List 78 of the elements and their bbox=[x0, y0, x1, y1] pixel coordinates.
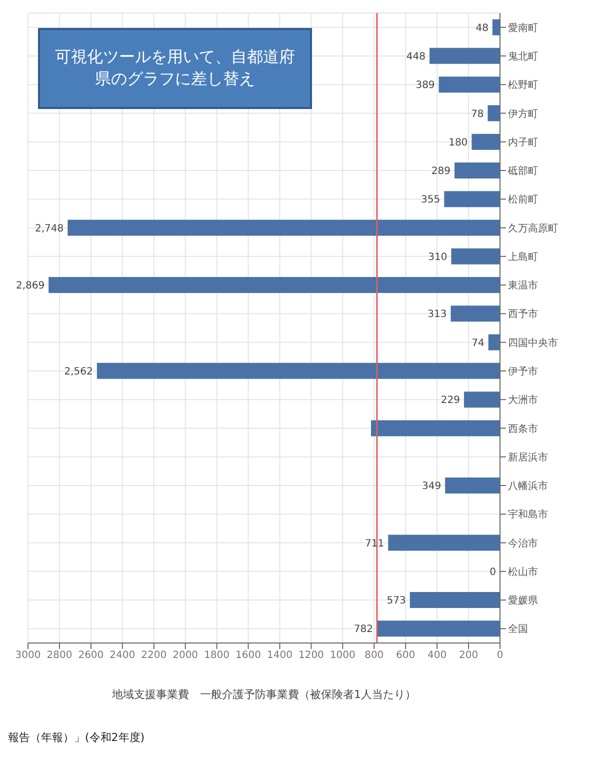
y-tick-label: 鬼北町 bbox=[508, 50, 538, 63]
x-tick-label: 1000 bbox=[330, 650, 356, 662]
bar bbox=[450, 306, 500, 322]
data-label: 2,562 bbox=[64, 366, 93, 378]
bar bbox=[388, 534, 500, 551]
y-tick-label: 西予市 bbox=[508, 308, 538, 320]
x-tick-label: 400 bbox=[428, 650, 447, 662]
bar bbox=[444, 191, 500, 208]
y-tick-label: 砥部町 bbox=[507, 165, 538, 178]
y-tick-label: 西条市 bbox=[508, 422, 538, 435]
bar bbox=[492, 19, 500, 36]
x-axis-title: 地域支援事業費 一般介護予防事業費（被保険者1人当たり） bbox=[111, 688, 416, 701]
y-tick-label: 四国中央市 bbox=[508, 336, 558, 349]
data-label: 310 bbox=[428, 252, 448, 263]
y-tick-label: 大洲市 bbox=[508, 394, 538, 406]
x-tick-label: 3000 bbox=[15, 650, 41, 662]
data-label: 355 bbox=[421, 194, 440, 206]
data-label: 0 bbox=[490, 566, 496, 578]
x-tick-label: 2400 bbox=[110, 650, 136, 662]
x-tick-label: 1600 bbox=[236, 650, 261, 662]
x-tick-label: 2000 bbox=[172, 650, 198, 662]
y-tick-label: 今治市 bbox=[508, 537, 538, 550]
bar bbox=[488, 105, 500, 122]
y-tick-label: 伊予市 bbox=[508, 366, 538, 378]
data-label: 448 bbox=[406, 52, 426, 63]
bar bbox=[48, 277, 500, 294]
bar bbox=[376, 620, 500, 637]
y-tick-label: 内子町 bbox=[508, 136, 538, 148]
x-tick-label: 800 bbox=[364, 650, 384, 662]
data-label: 229 bbox=[440, 395, 460, 406]
y-tick-label: 新居浜市 bbox=[508, 451, 548, 464]
data-label: 782 bbox=[354, 624, 373, 636]
x-tick-label: 2200 bbox=[141, 650, 167, 662]
bar bbox=[96, 362, 500, 379]
bar bbox=[445, 477, 500, 494]
data-label: 313 bbox=[428, 309, 447, 320]
data-label: 74 bbox=[472, 338, 484, 349]
bar bbox=[464, 392, 500, 408]
x-tick-label: 200 bbox=[458, 650, 478, 662]
bar bbox=[410, 592, 500, 608]
x-tick-label: 1800 bbox=[204, 650, 230, 662]
x-tick-label: 1200 bbox=[298, 650, 324, 662]
bar bbox=[438, 76, 500, 93]
bar bbox=[472, 134, 500, 150]
y-tick-label: 東温市 bbox=[508, 280, 538, 292]
text: 報告（年報）」(令和2年度) bbox=[8, 730, 145, 745]
x-tick-label: 0 bbox=[496, 650, 504, 662]
bar bbox=[488, 334, 500, 350]
data-label: 78 bbox=[470, 108, 484, 120]
bar bbox=[430, 48, 500, 64]
data-label: 289 bbox=[431, 166, 451, 178]
y-tick-label: 全国 bbox=[508, 623, 528, 636]
y-tick-label: 伊方町 bbox=[508, 108, 538, 120]
x-tick-label: 2600 bbox=[78, 650, 104, 662]
y-tick-label: 松山市 bbox=[508, 566, 538, 578]
note-box: 可視化ツールを用いて、自都道府県のグラフに差し替え bbox=[38, 28, 312, 109]
x-tick-label: 1400 bbox=[267, 650, 292, 662]
data-label: 349 bbox=[422, 481, 442, 492]
data-label: 573 bbox=[386, 596, 406, 607]
bar bbox=[370, 420, 500, 436]
data-label: 48 bbox=[476, 22, 488, 34]
bar bbox=[68, 220, 500, 236]
y-tick-label: 宇和島市 bbox=[508, 508, 548, 521]
y-tick-label: 愛南町 bbox=[508, 22, 538, 34]
y-tick-label: 久万高原町 bbox=[508, 222, 558, 234]
bar bbox=[454, 162, 500, 178]
data-label: 180 bbox=[448, 137, 468, 148]
data-label: 2,748 bbox=[35, 223, 64, 234]
data-label: 2,869 bbox=[16, 280, 45, 292]
bar bbox=[451, 248, 500, 264]
y-tick-label: 松前町 bbox=[508, 194, 538, 206]
y-tick-label: 上島町 bbox=[508, 250, 538, 263]
data-label: 389 bbox=[416, 80, 435, 92]
y-tick-label: 八幡浜市 bbox=[508, 480, 548, 492]
y-tick-label: 松野町 bbox=[508, 79, 538, 92]
y-tick-label: 愛媛県 bbox=[508, 594, 538, 607]
x-tick-label: 600 bbox=[396, 650, 416, 662]
x-tick-label: 2800 bbox=[46, 650, 72, 662]
